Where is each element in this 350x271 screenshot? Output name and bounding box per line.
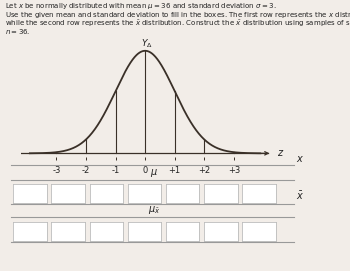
Text: $n = 36$.: $n = 36$. — [5, 27, 31, 36]
Text: while the second row represents the $\bar{x}$ distribution. Construct the $\bar{: while the second row represents the $\ba… — [5, 19, 350, 29]
Text: $x$: $x$ — [296, 154, 304, 164]
Text: $\bar{x}$: $\bar{x}$ — [296, 190, 304, 202]
Text: $\mu$: $\mu$ — [150, 167, 158, 179]
Text: $\mu_{\bar{x}}$: $\mu_{\bar{x}}$ — [148, 204, 160, 216]
Text: Use the given mean and standard deviation to fill in the boxes. The first row re: Use the given mean and standard deviatio… — [5, 10, 350, 20]
Text: $z$: $z$ — [276, 148, 284, 158]
Text: $Y_\Delta$: $Y_\Delta$ — [141, 37, 153, 50]
Text: Let $x$ be normally distributed with mean $\mu = 36$ and standard deviation $\si: Let $x$ be normally distributed with mea… — [5, 1, 277, 11]
